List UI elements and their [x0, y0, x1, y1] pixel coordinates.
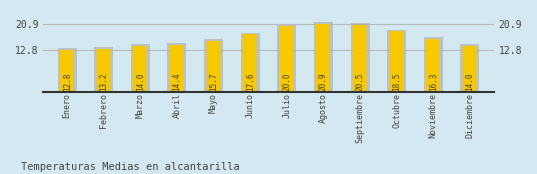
Text: 14.4: 14.4 — [172, 72, 182, 91]
Bar — [387, 30, 406, 92]
Bar — [170, 45, 184, 92]
Text: 20.0: 20.0 — [282, 72, 291, 91]
Text: 13.2: 13.2 — [99, 72, 108, 91]
Bar — [390, 31, 404, 92]
Text: 14.0: 14.0 — [466, 72, 474, 91]
Bar — [133, 46, 147, 92]
Bar — [353, 25, 367, 92]
Bar — [316, 23, 330, 92]
Bar — [426, 39, 440, 92]
Bar — [314, 22, 333, 92]
Text: 20.9: 20.9 — [319, 72, 328, 91]
Text: 12.8: 12.8 — [63, 72, 71, 91]
Bar — [204, 39, 223, 92]
Text: 16.3: 16.3 — [429, 72, 438, 91]
Bar — [241, 33, 260, 92]
Bar — [243, 34, 257, 92]
Bar — [57, 48, 77, 92]
Bar — [131, 44, 150, 92]
Text: 18.5: 18.5 — [392, 72, 401, 91]
Bar — [95, 47, 113, 92]
Text: 14.0: 14.0 — [136, 72, 145, 91]
Bar — [97, 49, 111, 92]
Text: Temperaturas Medias en alcantarilla: Temperaturas Medias en alcantarilla — [21, 162, 240, 172]
Bar — [277, 25, 296, 92]
Bar — [280, 26, 294, 92]
Text: 20.5: 20.5 — [355, 72, 365, 91]
Bar — [424, 37, 442, 92]
Bar — [168, 43, 186, 92]
Bar — [60, 50, 74, 92]
Text: 17.6: 17.6 — [246, 72, 255, 91]
Bar — [207, 41, 221, 92]
Text: 15.7: 15.7 — [209, 72, 218, 91]
Bar — [463, 46, 477, 92]
Bar — [351, 23, 369, 92]
Bar — [460, 44, 480, 92]
